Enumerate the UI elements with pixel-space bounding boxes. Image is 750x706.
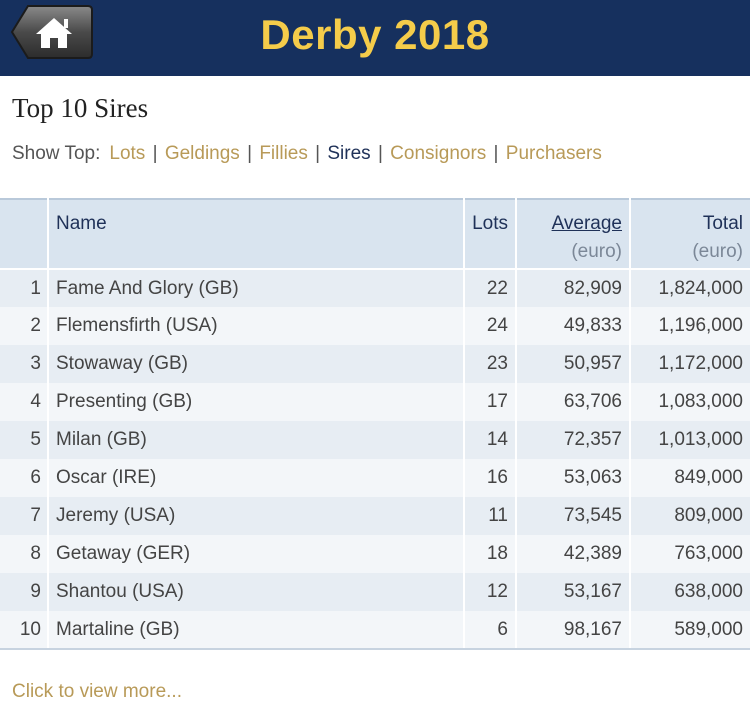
separator: | [488,143,504,164]
average-cell: 42,389 [516,535,631,573]
average-cell: 98,167 [516,611,631,650]
show-top-link-fillies[interactable]: Fillies [259,143,308,164]
show-top-link-purchasers[interactable]: Purchasers [505,143,602,164]
separator: | [372,143,389,164]
separator: | [241,143,258,164]
average-cell: 63,706 [516,383,631,421]
total-cell: 763,000 [630,535,750,573]
table-header-row: Name Lots Average (euro) Total (euro) [0,198,750,270]
rank-cell: 7 [0,497,49,535]
total-cell: 1,083,000 [630,383,750,421]
show-top-label: Show Top: [12,143,101,164]
sire-name-cell: Milan (GB) [48,421,465,459]
home-button[interactable] [10,4,94,60]
table-row: 6 Oscar (IRE) 16 53,063 849,000 [0,459,750,497]
lots-cell: 14 [464,421,517,459]
table-row: 10 Martaline (GB) 6 98,167 589,000 [0,611,750,650]
lots-cell: 17 [464,383,517,421]
rank-cell: 4 [0,383,49,421]
lots-cell: 16 [464,459,517,497]
lots-cell: 12 [464,573,517,611]
lots-cell: 18 [464,535,517,573]
column-header-lots: Lots [464,198,517,270]
table-row: 3 Stowaway (GB) 23 50,957 1,172,000 [0,345,750,383]
sire-name-cell: Oscar (IRE) [48,459,465,497]
column-header-name-label: Name [56,213,107,234]
total-cell: 1,013,000 [630,421,750,459]
column-header-rank [0,198,49,270]
total-unit: (euro) [692,241,743,262]
average-cell: 82,909 [516,269,631,307]
column-header-average: Average (euro) [516,198,631,270]
rank-cell: 9 [0,573,49,611]
total-cell: 849,000 [630,459,750,497]
view-more-link[interactable]: Click to view more... [12,681,182,702]
table-row: 2 Flemensfirth (USA) 24 49,833 1,196,000 [0,307,750,345]
average-cell: 72,357 [516,421,631,459]
column-header-total: Total (euro) [630,198,750,270]
sire-name-cell: Jeremy (USA) [48,497,465,535]
lots-cell: 22 [464,269,517,307]
table-row: 8 Getaway (GER) 18 42,389 763,000 [0,535,750,573]
table-row: 7 Jeremy (USA) 11 73,545 809,000 [0,497,750,535]
sire-name-cell: Martaline (GB) [48,611,465,650]
average-cell: 53,063 [516,459,631,497]
show-top-link-geldings[interactable]: Geldings [164,143,240,164]
rank-cell: 1 [0,269,49,307]
total-cell: 638,000 [630,573,750,611]
sire-name-cell: Flemensfirth (USA) [48,307,465,345]
total-cell: 809,000 [630,497,750,535]
table-row: 9 Shantou (USA) 12 53,167 638,000 [0,573,750,611]
sire-name-cell: Stowaway (GB) [48,345,465,383]
sire-name-cell: Getaway (GER) [48,535,465,573]
sire-name-cell: Fame And Glory (GB) [48,269,465,307]
show-top-link-sires[interactable]: Sires [327,143,371,164]
total-cell: 589,000 [630,611,750,650]
average-cell: 50,957 [516,345,631,383]
lots-cell: 24 [464,307,517,345]
sire-name-cell: Shantou (USA) [48,573,465,611]
table-row: 4 Presenting (GB) 17 63,706 1,083,000 [0,383,750,421]
page-title: Top 10 Sires [12,93,149,123]
lots-cell: 6 [464,611,517,650]
average-cell: 73,545 [516,497,631,535]
rank-cell: 2 [0,307,49,345]
sire-name-cell: Presenting (GB) [48,383,465,421]
total-cell: 1,172,000 [630,345,750,383]
table-row: 5 Milan (GB) 14 72,357 1,013,000 [0,421,750,459]
rank-cell: 5 [0,421,49,459]
home-icon [10,5,93,59]
show-top-nav: Show Top: Lots | Geldings | Fillies | Sir… [12,142,602,166]
app-header: Derby 2018 [0,0,750,76]
rank-cell: 6 [0,459,49,497]
column-header-lots-label: Lots [472,213,508,234]
total-cell: 1,824,000 [630,269,750,307]
lots-cell: 11 [464,497,517,535]
total-cell: 1,196,000 [630,307,750,345]
column-header-total-label: Total [702,213,743,234]
rank-cell: 3 [0,345,49,383]
column-header-name: Name [48,198,465,270]
rank-cell: 10 [0,611,49,650]
average-cell: 53,167 [516,573,631,611]
separator: | [309,143,326,164]
average-unit: (euro) [571,241,622,262]
separator: | [147,143,163,164]
table-row: 1 Fame And Glory (GB) 22 82,909 1,824,000 [0,269,750,307]
show-top-link-lots[interactable]: Lots [109,143,146,164]
show-top-link-consignors[interactable]: Consignors [390,143,487,164]
rank-cell: 8 [0,535,49,573]
lots-cell: 23 [464,345,517,383]
average-cell: 49,833 [516,307,631,345]
header-title: Derby 2018 [260,11,490,58]
average-sort-link[interactable]: Average [551,213,622,234]
